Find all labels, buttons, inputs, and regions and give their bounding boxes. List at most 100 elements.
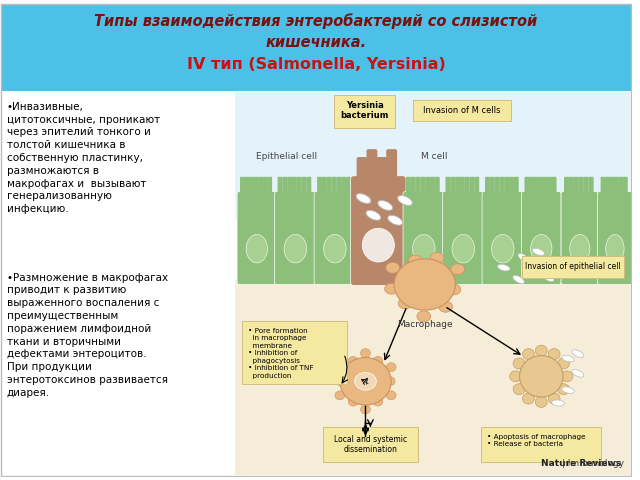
FancyBboxPatch shape — [584, 177, 589, 194]
Ellipse shape — [570, 234, 590, 263]
FancyBboxPatch shape — [403, 192, 445, 285]
FancyBboxPatch shape — [235, 92, 630, 220]
Ellipse shape — [386, 263, 399, 273]
FancyBboxPatch shape — [282, 177, 287, 194]
Ellipse shape — [492, 234, 514, 263]
FancyBboxPatch shape — [411, 177, 416, 194]
FancyBboxPatch shape — [262, 177, 268, 194]
Ellipse shape — [536, 396, 547, 408]
FancyBboxPatch shape — [465, 177, 470, 194]
Ellipse shape — [246, 234, 268, 263]
FancyBboxPatch shape — [301, 177, 307, 194]
Text: Invasion of epithelial cell: Invasion of epithelial cell — [525, 262, 621, 271]
FancyBboxPatch shape — [307, 177, 311, 194]
Ellipse shape — [447, 284, 461, 295]
FancyBboxPatch shape — [605, 177, 610, 194]
Ellipse shape — [513, 384, 525, 395]
FancyBboxPatch shape — [376, 157, 387, 186]
Ellipse shape — [552, 400, 564, 406]
Ellipse shape — [385, 377, 395, 386]
Ellipse shape — [531, 234, 552, 263]
Ellipse shape — [355, 372, 376, 390]
FancyBboxPatch shape — [253, 177, 259, 194]
Ellipse shape — [386, 363, 396, 372]
FancyBboxPatch shape — [442, 192, 484, 285]
FancyBboxPatch shape — [534, 177, 538, 194]
FancyBboxPatch shape — [451, 177, 455, 194]
Ellipse shape — [324, 234, 346, 263]
FancyBboxPatch shape — [495, 177, 500, 194]
Text: •Инвазивные,
цитотоксичные, проникают
через эпителий тонкого и
толстой кишечника: •Инвазивные, цитотоксичные, проникают че… — [7, 102, 160, 214]
Text: Macrophage: Macrophage — [397, 320, 452, 329]
FancyBboxPatch shape — [552, 177, 557, 194]
FancyBboxPatch shape — [334, 95, 395, 128]
FancyBboxPatch shape — [482, 192, 524, 285]
FancyBboxPatch shape — [522, 192, 561, 285]
FancyBboxPatch shape — [485, 177, 490, 194]
FancyBboxPatch shape — [618, 177, 623, 194]
FancyBboxPatch shape — [278, 177, 282, 194]
FancyBboxPatch shape — [543, 177, 548, 194]
Text: Nature Reviews: Nature Reviews — [541, 459, 621, 468]
Ellipse shape — [348, 357, 358, 365]
Ellipse shape — [452, 234, 474, 263]
Ellipse shape — [398, 298, 412, 309]
Ellipse shape — [394, 259, 456, 310]
FancyBboxPatch shape — [292, 177, 297, 194]
FancyBboxPatch shape — [529, 177, 534, 194]
Ellipse shape — [451, 264, 465, 275]
Text: Yersinia
bacterium: Yersinia bacterium — [340, 101, 388, 120]
FancyBboxPatch shape — [564, 177, 569, 194]
FancyBboxPatch shape — [425, 177, 430, 194]
Ellipse shape — [335, 363, 345, 372]
FancyBboxPatch shape — [413, 100, 511, 121]
FancyBboxPatch shape — [435, 177, 440, 194]
FancyBboxPatch shape — [235, 279, 630, 475]
Text: •Размножение в макрофагах
приводит к развитию
выраженного воспаления с
преимущес: •Размножение в макрофагах приводит к раз… — [7, 273, 168, 398]
Ellipse shape — [373, 397, 383, 406]
Ellipse shape — [527, 264, 540, 271]
Text: кишечника.: кишечника. — [266, 35, 367, 49]
FancyBboxPatch shape — [455, 177, 460, 194]
FancyBboxPatch shape — [297, 177, 301, 194]
FancyBboxPatch shape — [249, 177, 254, 194]
FancyBboxPatch shape — [490, 177, 495, 194]
Ellipse shape — [360, 405, 371, 414]
FancyBboxPatch shape — [609, 177, 614, 194]
Ellipse shape — [572, 370, 584, 377]
Ellipse shape — [562, 355, 574, 362]
Ellipse shape — [348, 397, 358, 406]
Ellipse shape — [536, 345, 547, 356]
Text: Типы взаимодействия энтеробактерий со слизистой: Типы взаимодействия энтеробактерий со сл… — [95, 13, 538, 28]
FancyBboxPatch shape — [258, 177, 263, 194]
FancyBboxPatch shape — [341, 177, 346, 194]
Text: | Immunology: | Immunology — [559, 459, 624, 468]
Ellipse shape — [335, 391, 345, 400]
Ellipse shape — [284, 234, 307, 263]
FancyBboxPatch shape — [600, 177, 605, 194]
FancyBboxPatch shape — [522, 256, 624, 277]
Ellipse shape — [417, 311, 431, 322]
Ellipse shape — [385, 283, 399, 294]
Ellipse shape — [413, 234, 435, 263]
Ellipse shape — [572, 350, 584, 358]
Ellipse shape — [366, 210, 381, 220]
FancyBboxPatch shape — [287, 177, 292, 194]
FancyBboxPatch shape — [445, 177, 451, 194]
FancyBboxPatch shape — [314, 192, 356, 285]
Text: • Apoptosis of macrophage
• Release of bacteria: • Apoptosis of macrophage • Release of b… — [487, 433, 586, 446]
FancyBboxPatch shape — [322, 177, 327, 194]
FancyBboxPatch shape — [240, 177, 245, 194]
FancyBboxPatch shape — [1, 4, 631, 91]
FancyBboxPatch shape — [561, 192, 598, 285]
FancyBboxPatch shape — [244, 177, 250, 194]
FancyBboxPatch shape — [460, 177, 465, 194]
FancyBboxPatch shape — [589, 177, 594, 194]
FancyBboxPatch shape — [525, 177, 529, 194]
FancyBboxPatch shape — [481, 427, 600, 462]
Ellipse shape — [388, 216, 403, 225]
Text: • Pore formation
  in macrophage
  membrane
• Inhibition of
  phagocytosis
• Inh: • Pore formation in macrophage membrane … — [248, 328, 314, 379]
Ellipse shape — [548, 348, 560, 360]
Ellipse shape — [562, 387, 574, 394]
Ellipse shape — [543, 274, 554, 282]
